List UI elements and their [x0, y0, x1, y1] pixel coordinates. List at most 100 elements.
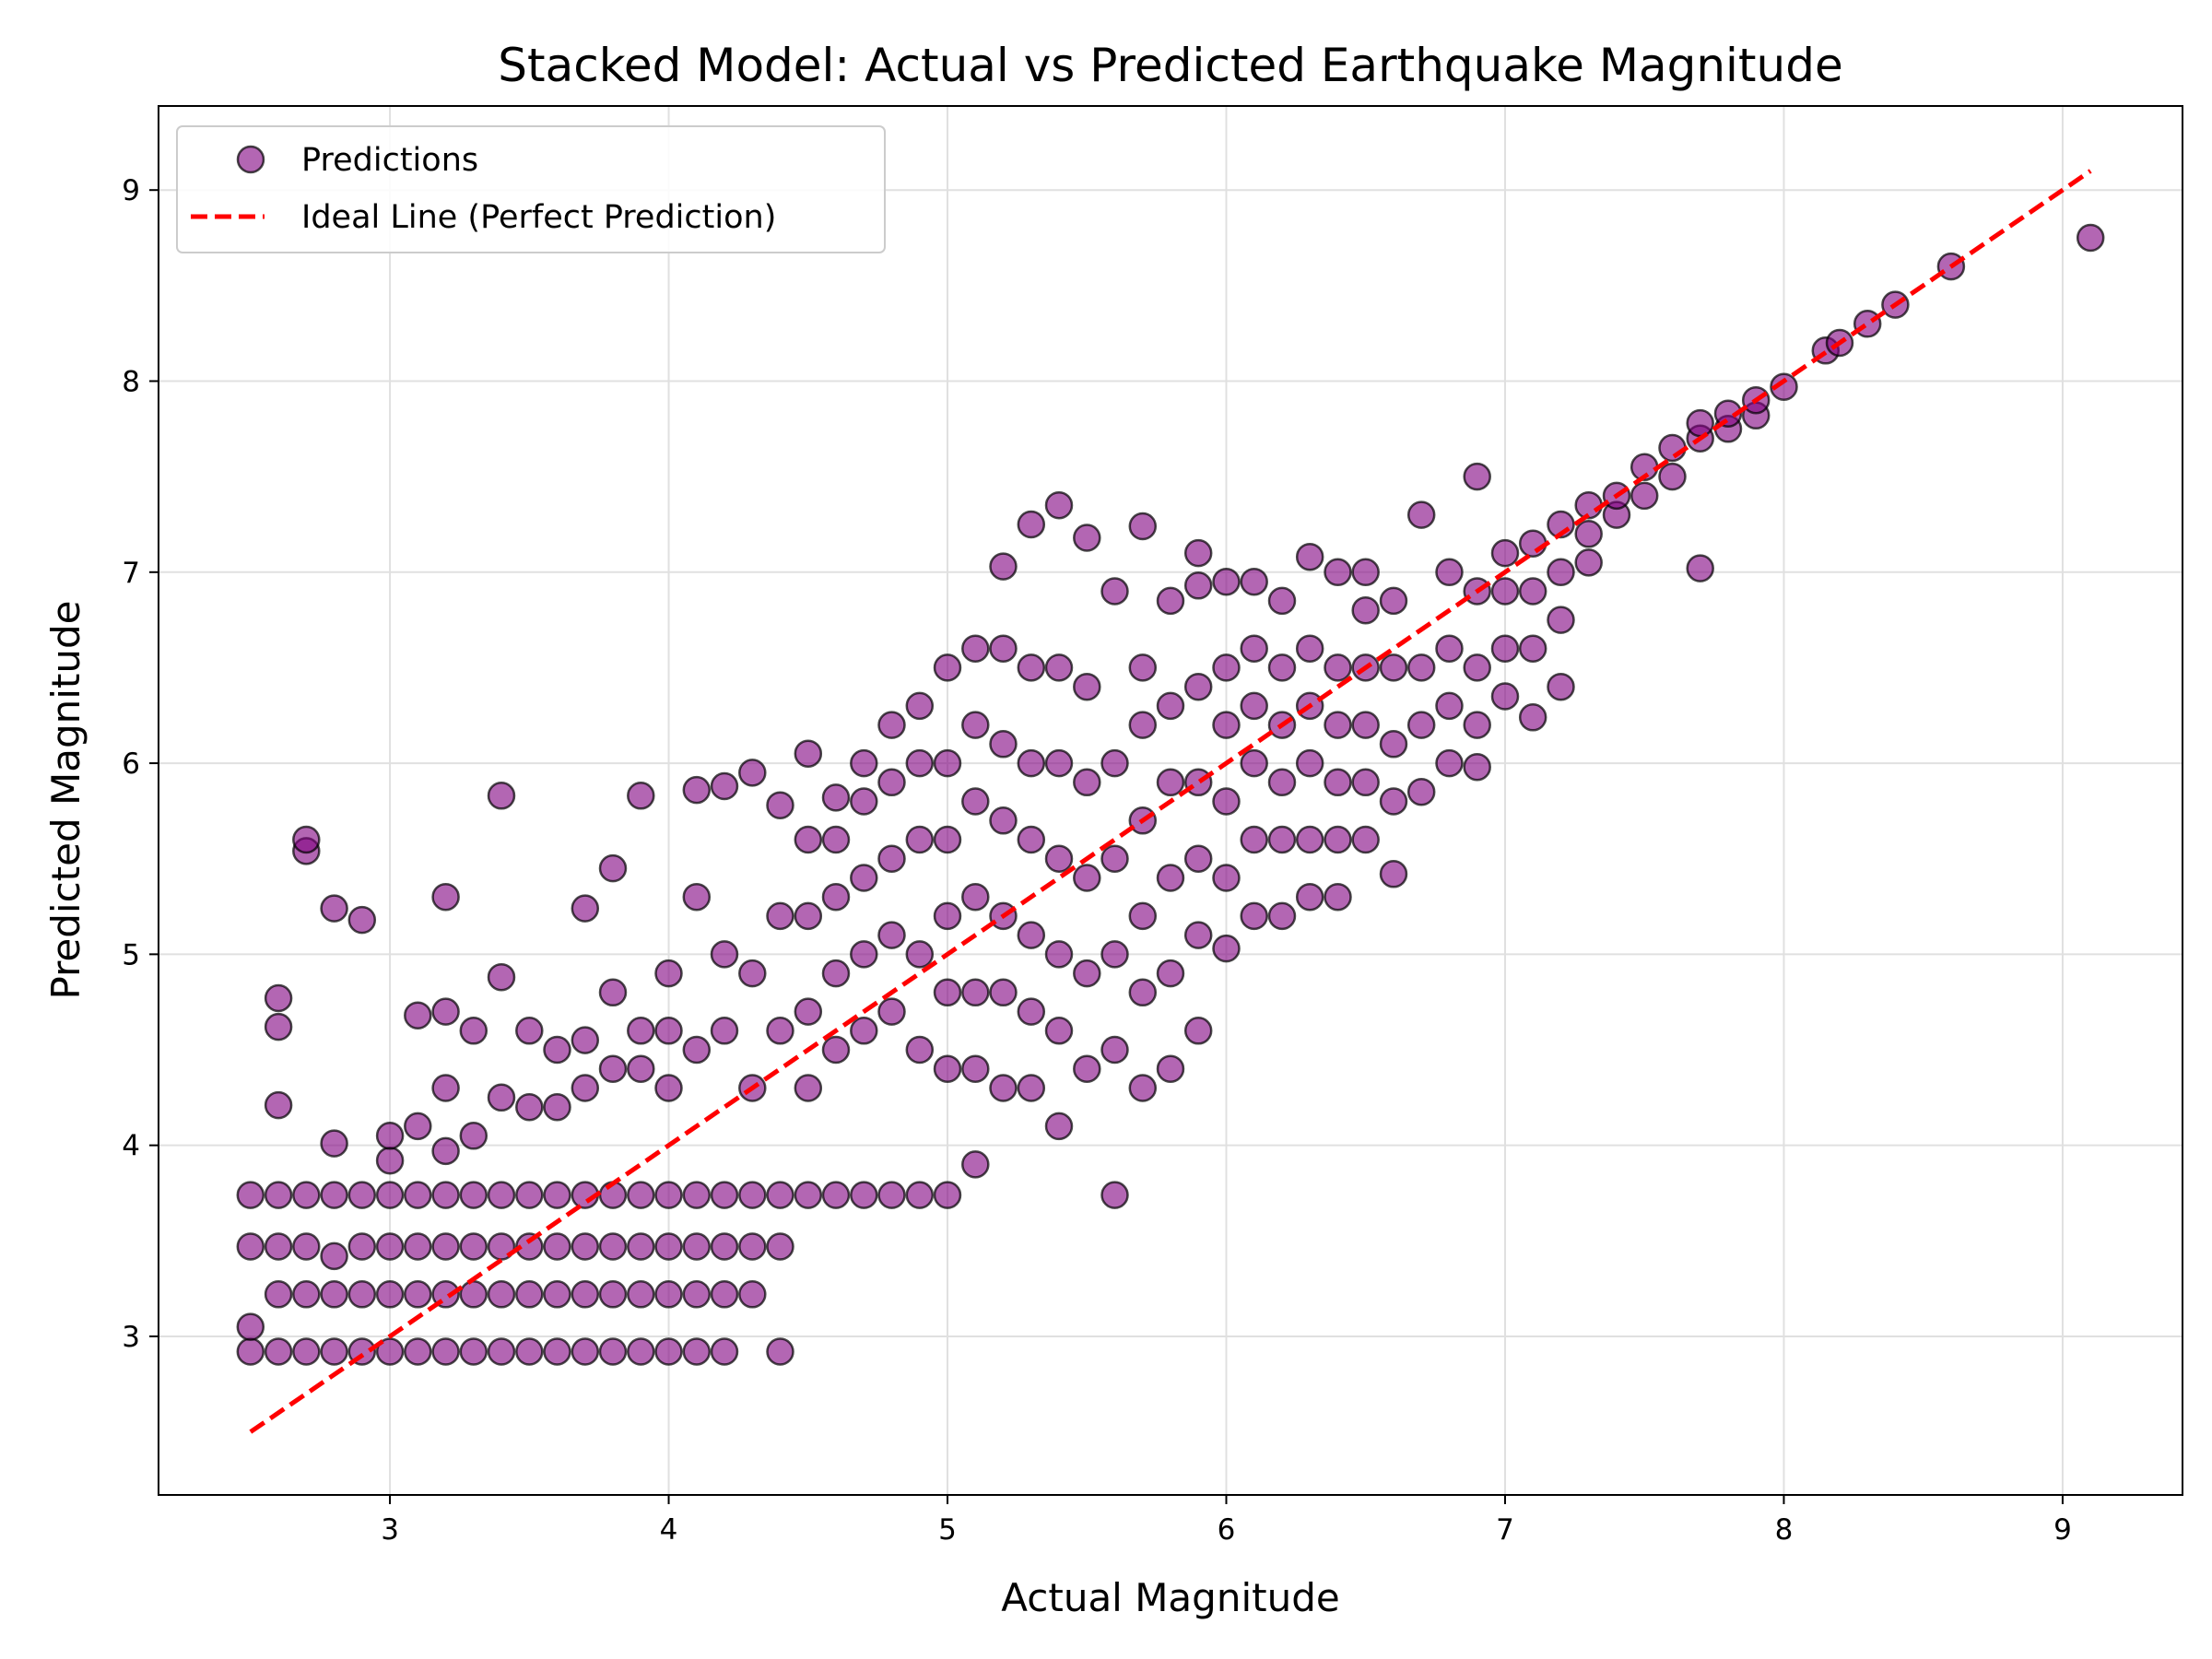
data-point: [1156, 768, 1185, 797]
y-tick-label: 5: [122, 938, 140, 971]
data-point: [320, 1241, 348, 1271]
data-point: [794, 739, 823, 768]
x-tick-label: 3: [381, 1513, 399, 1547]
data-point: [1156, 959, 1185, 988]
data-point: [961, 711, 990, 739]
data-point: [404, 1280, 432, 1309]
data-point: [710, 1181, 739, 1209]
data-point: [375, 1280, 405, 1309]
data-point: [543, 1181, 571, 1209]
data-point: [236, 1312, 265, 1341]
data-point: [1100, 577, 1129, 606]
data-point: [654, 1017, 683, 1045]
data-point: [1853, 310, 1882, 338]
data-point: [1518, 634, 1547, 663]
data-point: [1240, 748, 1268, 778]
y-tick-label: 9: [122, 174, 140, 207]
data-point: [1324, 768, 1352, 797]
data-point: [1128, 711, 1158, 739]
data-point: [459, 1232, 488, 1261]
data-point: [543, 1035, 571, 1065]
data-point: [766, 1181, 794, 1209]
data-point: [1295, 748, 1324, 778]
data-point: [1406, 653, 1436, 682]
data-point: [571, 1232, 600, 1261]
data-point: [850, 864, 878, 892]
data-point: [933, 1181, 962, 1209]
data-point: [515, 1337, 544, 1366]
data-point: [850, 748, 878, 778]
data-point: [1017, 997, 1046, 1026]
data-point: [766, 1337, 794, 1366]
data-point: [1156, 1054, 1185, 1083]
x-axis-title: Actual Magnitude: [1001, 1575, 1339, 1620]
data-point: [375, 1146, 405, 1175]
data-point: [292, 1181, 321, 1209]
x-tick-label: 8: [1775, 1513, 1794, 1547]
data-point: [989, 552, 1018, 581]
data-point: [682, 1337, 712, 1366]
data-point: [933, 825, 962, 854]
x-tick-label: 4: [660, 1513, 678, 1547]
data-point: [850, 1181, 878, 1209]
data-point: [1267, 653, 1297, 682]
data-point: [654, 959, 683, 988]
data-point: [1574, 520, 1603, 548]
data-point: [1295, 882, 1324, 912]
data-point: [515, 1232, 544, 1261]
data-point: [877, 711, 906, 739]
data-point: [1128, 978, 1158, 1007]
data-point: [738, 759, 767, 787]
data-point: [989, 806, 1018, 835]
data-point: [821, 783, 851, 812]
data-point: [821, 825, 851, 854]
data-point: [459, 1122, 488, 1150]
data-point: [961, 882, 990, 912]
data-point: [543, 1092, 571, 1122]
scatter-points: [236, 223, 2105, 1366]
data-point: [1324, 711, 1352, 739]
data-point: [1100, 1035, 1129, 1065]
data-point: [404, 1181, 432, 1209]
data-point: [654, 1232, 683, 1261]
data-point: [989, 634, 1018, 663]
data-point: [1100, 844, 1129, 873]
data-point: [264, 1280, 293, 1309]
data-point: [320, 1280, 348, 1309]
data-point: [654, 1074, 683, 1102]
data-point: [1017, 510, 1046, 539]
data-point: [487, 1280, 516, 1309]
data-point: [1518, 703, 1547, 732]
data-point: [543, 1280, 571, 1309]
data-point: [1518, 577, 1547, 606]
data-point: [1267, 825, 1297, 854]
data-point: [682, 882, 712, 912]
data-point: [1379, 730, 1408, 759]
data-point: [375, 1232, 405, 1261]
data-point: [738, 1181, 767, 1209]
data-point: [598, 1337, 628, 1366]
data-point: [1490, 682, 1520, 711]
data-point: [710, 1017, 739, 1045]
data-point: [1324, 825, 1352, 854]
data-point: [1770, 372, 1798, 401]
data-point: [1073, 768, 1101, 797]
data-point: [1324, 882, 1352, 912]
data-point: [320, 894, 348, 923]
data-point: [264, 1181, 293, 1209]
data-point: [1463, 752, 1491, 782]
legend: Predictions Ideal Line (Perfect Predicti…: [176, 125, 886, 253]
data-point: [1183, 768, 1213, 797]
data-point: [1490, 538, 1520, 568]
data-point: [877, 844, 906, 873]
data-point: [1267, 768, 1297, 797]
data-point: [347, 1181, 377, 1209]
data-point: [292, 1232, 321, 1261]
data-point: [1156, 691, 1185, 721]
x-tick-label: 7: [1496, 1513, 1514, 1547]
data-point: [1212, 653, 1241, 682]
data-point: [710, 940, 739, 969]
data-point: [1044, 1112, 1074, 1141]
data-point: [627, 1181, 655, 1209]
data-point: [431, 1181, 460, 1209]
